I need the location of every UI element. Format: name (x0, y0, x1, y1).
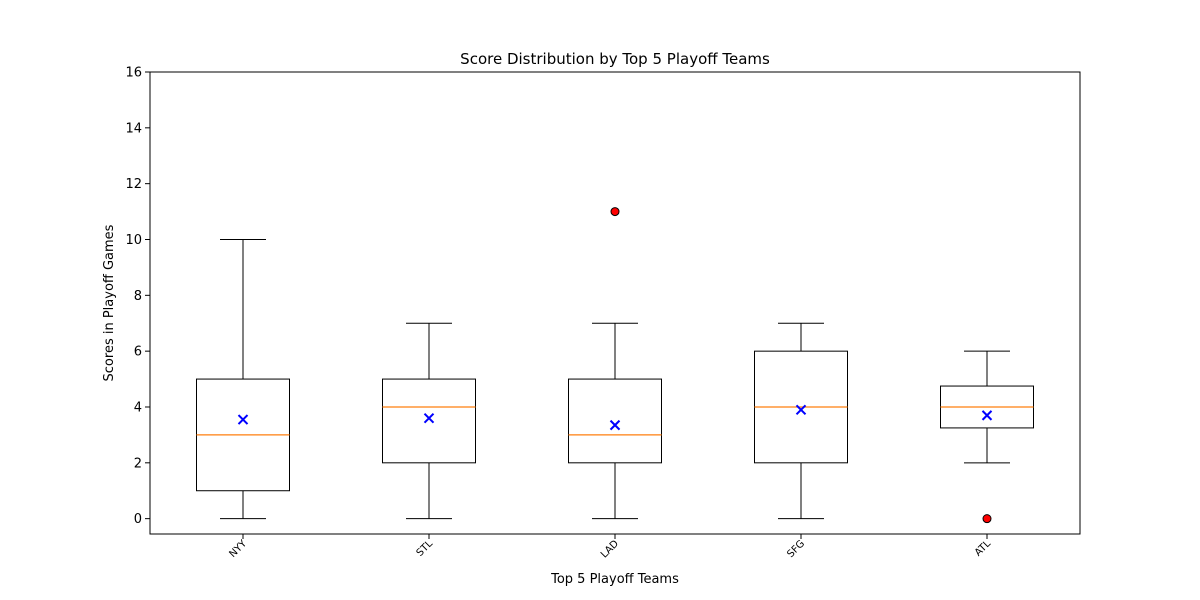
box-sfg (754, 322, 848, 520)
chart-title: Score Distribution by Top 5 Playoff Team… (460, 50, 770, 68)
mean-marker (981, 410, 993, 421)
y-axis: 0 2 4 6 8 10 12 14 16 (125, 66, 150, 527)
mean-marker-stroke (981, 410, 993, 421)
y-tick-label: 16 (125, 66, 142, 81)
mean-marker (423, 412, 435, 424)
outlier-point (982, 514, 992, 524)
iqr-box (568, 378, 662, 464)
y-tick-label: 12 (125, 177, 142, 192)
iqr-box (382, 378, 476, 464)
y-tick-label: 14 (125, 121, 142, 136)
y-axis-label: Scores in Playoff Games (102, 224, 117, 381)
y-tick-label: 10 (125, 233, 142, 248)
mean-marker-stroke (423, 412, 435, 424)
box-stl (382, 322, 476, 520)
y-tick-label: 8 (134, 289, 142, 304)
box-nyy (196, 238, 290, 520)
mean-marker-stroke (237, 414, 249, 425)
outlier-point (610, 207, 620, 217)
mean-marker (609, 419, 621, 431)
mean-marker-stroke (609, 419, 621, 431)
y-tick-label: 2 (134, 456, 142, 471)
y-tick-label: 4 (134, 400, 142, 415)
box-atl (940, 350, 1034, 524)
mean-marker (237, 414, 249, 425)
plot-area (196, 207, 1034, 524)
y-tick-label: 0 (134, 512, 142, 527)
mean-marker-stroke (795, 404, 807, 415)
x-axis-label: Top 5 Playoff Teams (550, 572, 679, 587)
mean-marker (795, 404, 807, 415)
box-lad (568, 207, 662, 520)
y-tick-label: 6 (134, 345, 142, 360)
